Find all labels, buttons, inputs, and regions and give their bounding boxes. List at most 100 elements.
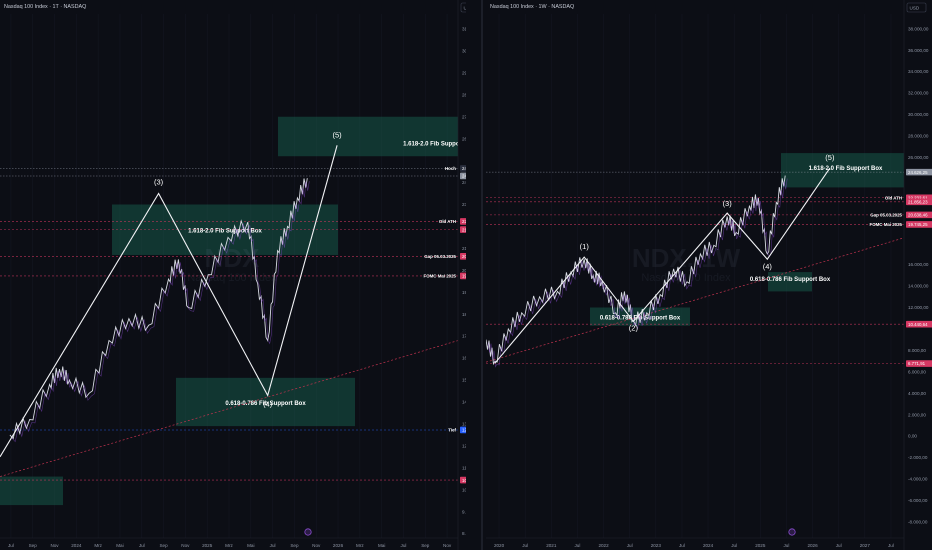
wave-label: (3): [723, 199, 733, 208]
x-tick-label: Nov: [181, 543, 190, 548]
plot-background: [486, 0, 932, 550]
y-tick-label: 11.000,00: [462, 465, 466, 470]
x-tick-label: 2024: [71, 543, 82, 548]
level-tag: FOMC Mai 2025: [424, 274, 457, 279]
price-badge: [906, 168, 932, 176]
y-tick-label: -8.000,00: [908, 520, 928, 525]
x-tick-label: 2022: [598, 543, 609, 548]
y-tick-label: 32.000,00: [908, 91, 929, 96]
price-badge-label: 20.638,46: [462, 254, 466, 259]
wave-label: (1): [580, 242, 590, 251]
level-tag: Old ATH: [885, 195, 902, 200]
price-badge-label: 22.227,61: [462, 219, 466, 224]
fib-box-label: 1.618-2.0 Fib Support Box: [403, 141, 466, 147]
price-badge-label: 6.771,91: [908, 361, 926, 366]
y-tick-label: 28.000,00: [908, 134, 929, 139]
chart-panel-weekly[interactable]: 1.618-2.0 Fib Support Box 0.618-0.786 Fib…: [486, 0, 932, 550]
fib-box-label: 1.618-2.0 Fib Support Box: [188, 229, 262, 235]
x-tick-label: Jul: [139, 543, 145, 548]
y-tick-label: 21.000,00: [462, 246, 466, 251]
fib-support-box: [781, 153, 904, 188]
event-marker-icon: [788, 528, 796, 536]
price-badge-label: 21.856,23: [462, 227, 466, 232]
currency-box: [460, 2, 466, 13]
currency-box: [906, 2, 927, 13]
x-tick-label: Mai: [247, 543, 254, 548]
price-badge: [906, 211, 932, 219]
x-tick-label: 2024: [703, 543, 714, 548]
x-tick-label: Jul: [836, 543, 842, 548]
x-tick-label: Mrz: [356, 543, 364, 548]
y-tick-label: -4.000,00: [908, 477, 928, 482]
price-badge: [460, 253, 466, 260]
y-tick-label: 10.000,00: [462, 487, 466, 492]
y-tick-label: 2.000,00: [908, 412, 926, 417]
price-badge: [906, 360, 932, 367]
fib-support-box: [176, 377, 355, 427]
x-tick-label: Jul: [731, 543, 737, 548]
y-tick-label: 16.000,00: [908, 262, 929, 267]
x-tick-label: 2025: [755, 543, 766, 548]
price-badge: [906, 198, 932, 206]
x-tick-label: Mai: [116, 543, 123, 548]
y-tick-label: 8.000,00: [462, 531, 466, 536]
x-tick-label: Mai: [378, 543, 385, 548]
moving-average-line: [487, 178, 788, 368]
watermark-symbol: NDX, 1W: [632, 243, 741, 273]
x-tick-label: Jul: [888, 543, 894, 548]
x-tick-label: Sep: [159, 543, 168, 548]
price-axis: [904, 0, 932, 550]
y-tick-label: 16.000,00: [462, 356, 466, 361]
y-tick-label: 12.000,00: [908, 305, 929, 310]
price-badge-label: 20.638,46: [908, 213, 928, 218]
wave-label: (5): [332, 130, 342, 139]
price-badge: [906, 320, 932, 328]
x-tick-label: 2027: [860, 543, 871, 548]
x-tick-label: 2021: [546, 543, 557, 548]
price-badge-label: 24.626,25: [908, 170, 928, 175]
price-badge: [460, 165, 466, 172]
price-badge: [460, 272, 466, 280]
price-badge-label: 21.856,23: [908, 200, 928, 205]
y-tick-label: 30.000,00: [462, 49, 466, 54]
x-tick-label: 2026: [807, 543, 818, 548]
y-tick-label: 20.000,00: [462, 268, 466, 273]
chart-title: Nasdaq 100 Index · 1W · NASDAQ: [490, 4, 574, 10]
price-badge-label: 12.724,24: [462, 428, 466, 433]
y-tick-label: 12.000,00: [462, 443, 466, 448]
level-tag: Gap 05.03.2025: [870, 213, 902, 218]
x-tick-label: Jul: [627, 543, 633, 548]
y-tick-label: 17.000,00: [462, 334, 466, 339]
y-tick-label: 24.000,00: [462, 180, 466, 185]
price-badge: [460, 226, 466, 233]
level-tag: Hoch: [445, 166, 456, 171]
trend-line: [486, 237, 905, 363]
y-tick-label: 36.000,00: [908, 48, 929, 53]
fib-box-label: 0.618-0.786 Fib Support Box: [225, 401, 306, 407]
y-tick-label: -2.000,00: [908, 455, 928, 460]
wave-label: (2): [629, 323, 639, 332]
price-series-line: [9, 178, 308, 440]
moving-average-line: [11, 181, 310, 443]
y-tick-label: 0,00: [908, 434, 917, 439]
x-tick-label: Nov: [50, 543, 59, 548]
x-tick-label: Jul: [270, 543, 276, 548]
x-tick-label: Sep: [421, 543, 430, 548]
x-tick-label: 2026: [333, 543, 344, 548]
x-tick-label: Nov: [312, 543, 321, 548]
price-badge-label: 10.440,64: [908, 322, 928, 327]
level-tag: Gap 05.03.2025: [424, 254, 456, 259]
y-tick-label: 13.000,00: [462, 422, 466, 427]
x-tick-label: Jul: [679, 543, 685, 548]
y-tick-label: 14.000,00: [908, 284, 929, 289]
chart-panel-daily[interactable]: 1.618-2.0 Fib Support Box 1.618-2.0 Fib S…: [0, 0, 466, 550]
wave-label: (4): [763, 262, 773, 271]
price-badge: [460, 426, 466, 434]
x-tick-label: Nov: [443, 543, 452, 548]
elliott-wave-line: [0, 145, 338, 458]
x-tick-label: Jul: [784, 543, 790, 548]
y-tick-label: 23.000,00: [462, 202, 466, 207]
y-tick-label: 26.000,00: [462, 136, 466, 141]
x-tick-label: 2023: [651, 543, 662, 548]
y-tick-label: 9.000,00: [462, 509, 466, 514]
